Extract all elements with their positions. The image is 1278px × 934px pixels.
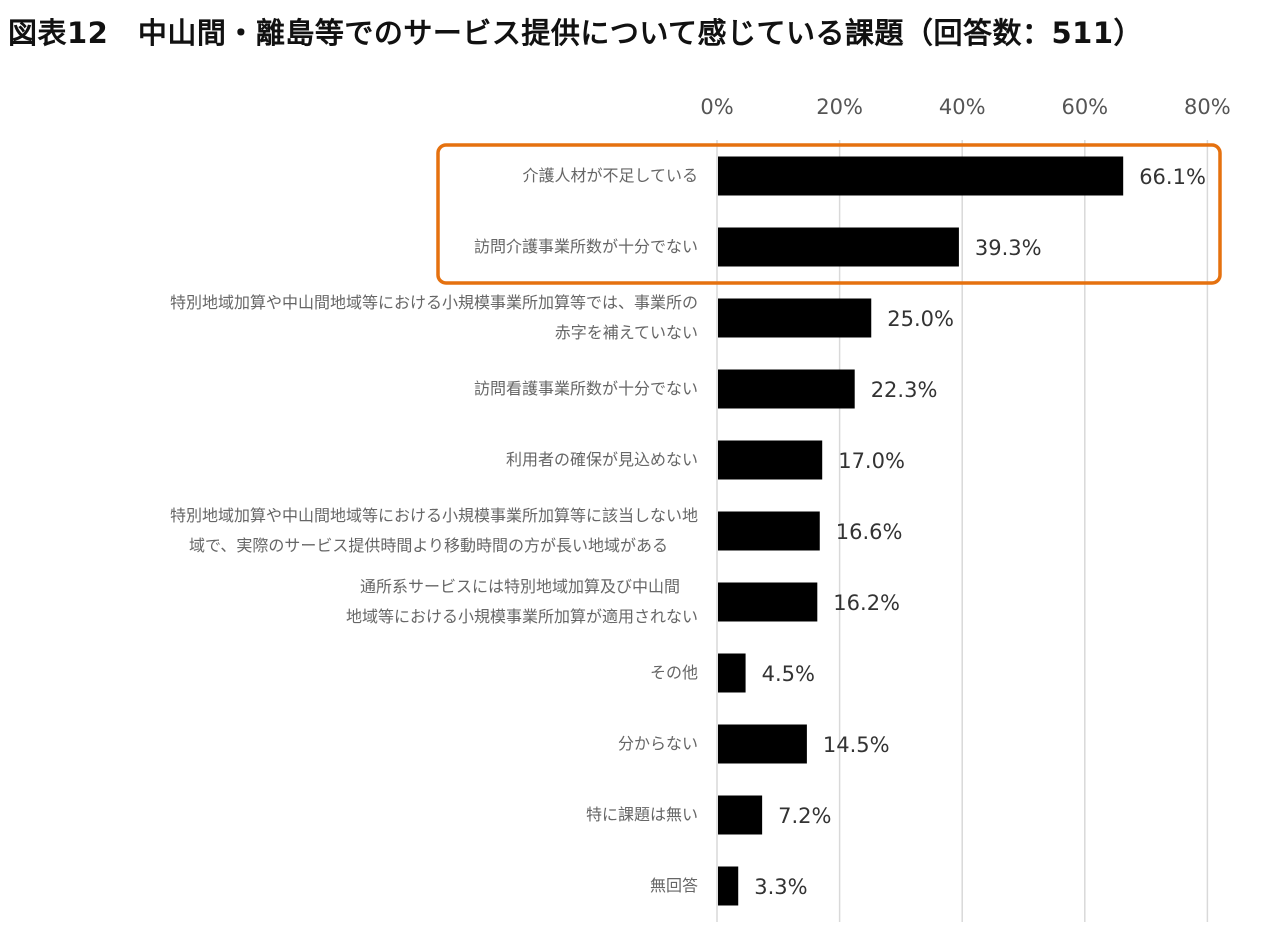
category-label: 介護人材が不足している [522, 166, 698, 185]
bar [718, 795, 763, 835]
data-label: 7.2% [778, 804, 831, 828]
data-label: 17.0% [838, 449, 905, 473]
data-label: 16.6% [836, 520, 903, 544]
category-label: 域で、実際のサービス提供時間より移動時間の方が長い地域がある [189, 536, 668, 555]
data-label: 3.3% [754, 875, 807, 899]
x-tick-label: 60% [1061, 95, 1108, 119]
bar [718, 653, 746, 693]
bar [718, 866, 739, 906]
data-label: 14.5% [823, 733, 890, 757]
category-labels: 介護人材が不足している訪問介護事業所数が十分でない特別地域加算や中山間地域等にお… [170, 166, 698, 895]
bar [718, 440, 823, 480]
category-label: 訪問看護事業所数が十分でない [474, 379, 698, 398]
data-label: 66.1% [1139, 165, 1206, 189]
data-label: 22.3% [871, 378, 938, 402]
bar [718, 369, 855, 409]
x-tick-label: 0% [700, 95, 733, 119]
x-tick-label: 20% [816, 95, 863, 119]
bar [718, 156, 1124, 196]
data-label: 4.5% [762, 662, 815, 686]
category-label: 特に課題は無い [586, 805, 698, 824]
bars [718, 156, 1124, 906]
bar [718, 227, 959, 267]
bar [718, 511, 820, 551]
bar [718, 298, 872, 338]
chart-title: 図表12 中山間・離島等でのサービス提供について感じている課題（回答数：511） [8, 16, 1144, 50]
x-tick-label: 80% [1184, 95, 1231, 119]
data-label: 16.2% [833, 591, 900, 615]
category-label: 訪問介護事業所数が十分でない [474, 237, 698, 256]
highlight-frame [436, 143, 1222, 285]
category-label: 赤字を補えていない [555, 323, 698, 342]
category-label: 地域等における小規模事業所加算が適用されない [346, 607, 698, 626]
x-tick-label: 40% [939, 95, 986, 119]
data-label: 25.0% [887, 307, 954, 331]
highlight-box [436, 143, 1222, 285]
category-label: 無回答 [650, 876, 698, 895]
bar [718, 724, 807, 764]
gridlines [716, 140, 1209, 922]
value-labels: 66.1% 39.3% 25.0% 22.3% 17.0% 16.6% 16.2% 4.5% 1… [754, 165, 1206, 899]
category-label: 利用者の確保が見込めない [506, 450, 698, 469]
x-axis-ticks: 0% 20% 40% 60% 80% [700, 95, 1230, 119]
data-label: 39.3% [975, 236, 1042, 260]
category-label: 特別地域加算や中山間地域等における小規模事業所加算等に該当しない地 [170, 506, 698, 525]
category-label: 分からない [618, 734, 698, 753]
category-label: 特別地域加算や中山間地域等における小規模事業所加算等では、事業所の [170, 293, 698, 312]
category-label: 通所系サービスには特別地域加算及び中山間 [360, 577, 680, 596]
category-label: その他 [650, 663, 698, 682]
bar [718, 582, 818, 622]
